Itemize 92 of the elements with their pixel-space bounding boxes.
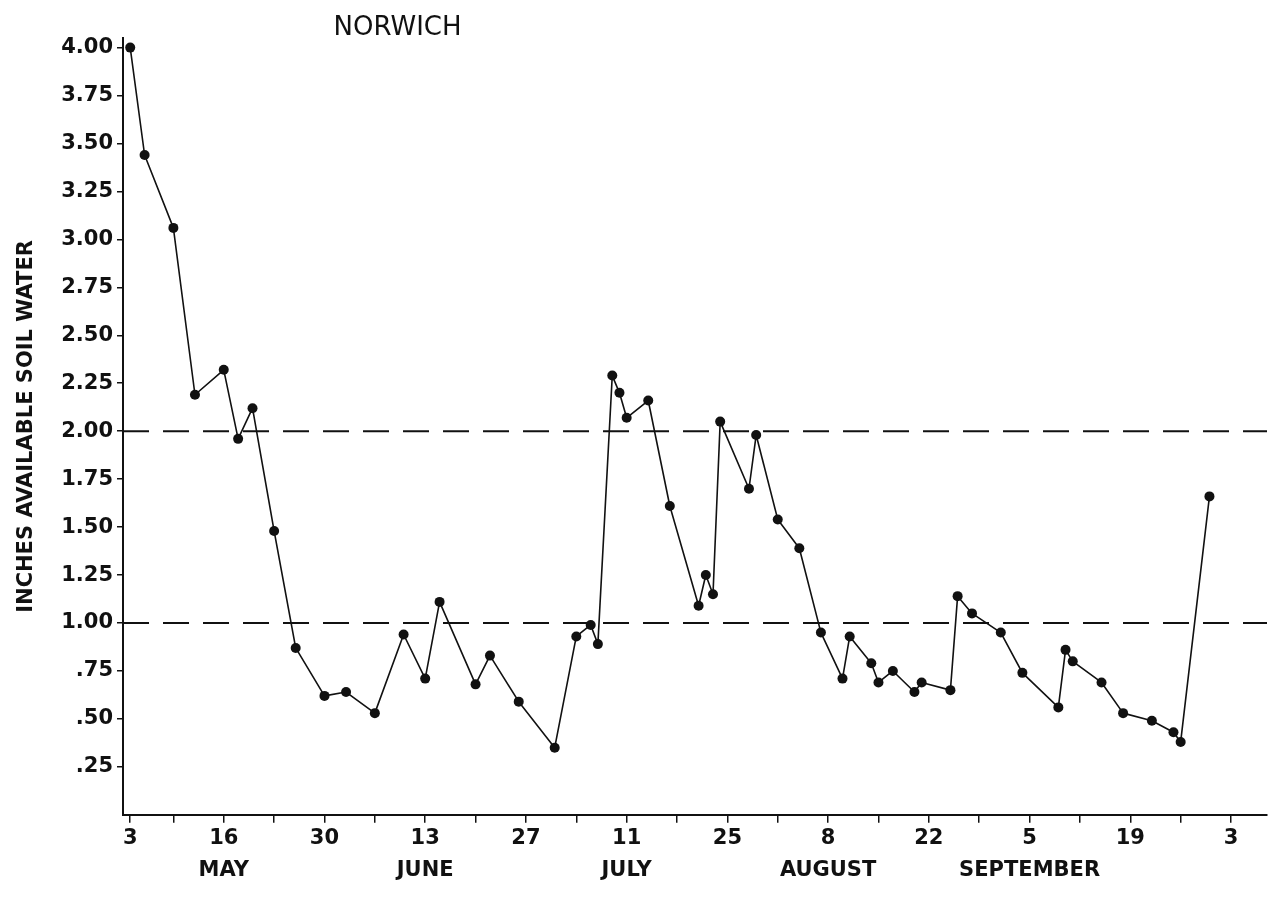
y-tick-label: 1.75 [61, 465, 114, 490]
point [700, 570, 711, 581]
point [189, 389, 200, 400]
point [592, 639, 603, 650]
y-tick-label: 1.50 [61, 513, 114, 538]
point [585, 619, 596, 630]
point [139, 150, 150, 160]
point [484, 650, 495, 661]
y-tick-label: 1.00 [61, 609, 114, 634]
x-tick-label: 27 [511, 824, 541, 849]
point [837, 673, 848, 684]
y-axis-title: INCHES AVAILABLE SOIL WATER [13, 240, 38, 613]
point [1060, 644, 1071, 655]
x-tick-label: 16 [209, 824, 239, 849]
y-tick-label: 2.50 [61, 321, 114, 346]
point [945, 685, 956, 696]
point [434, 596, 445, 607]
y-tick-label: 3.25 [61, 177, 114, 202]
point [751, 430, 762, 441]
y-tick-label: 3.50 [61, 129, 114, 154]
text: JULY [599, 857, 653, 882]
x-tick-label: 5 [1022, 824, 1037, 849]
point [815, 627, 826, 638]
point [607, 370, 618, 381]
y-tick-label: 2.75 [61, 273, 114, 298]
point [1146, 715, 1157, 726]
point [233, 433, 244, 444]
y-tick-label: 4.00 [61, 34, 114, 59]
text: MAY [198, 857, 250, 882]
point [844, 631, 855, 642]
x-tick-label: 3 [1223, 824, 1239, 849]
point [247, 403, 258, 414]
point [168, 222, 179, 233]
point [873, 677, 884, 688]
x-tick-label: 30 [309, 824, 340, 849]
y-tick-label: .50 [75, 705, 114, 730]
x-tick-label: 19 [1115, 824, 1145, 849]
chart-title: NORWICH [333, 10, 462, 41]
point [549, 742, 560, 753]
point [319, 690, 330, 701]
point [1017, 667, 1028, 678]
point [743, 483, 754, 494]
point [621, 412, 632, 423]
y-tick-label: 3.00 [61, 225, 114, 250]
x-tick-label: 8 [820, 824, 836, 849]
point [643, 395, 654, 406]
x-tick-label: 13 [410, 824, 440, 849]
point [887, 665, 898, 676]
y-tick-label: 2.25 [61, 369, 114, 394]
point [693, 600, 704, 611]
point [269, 525, 280, 536]
point [664, 501, 675, 511]
point [1067, 656, 1078, 667]
y-tick-label: 1.25 [61, 561, 114, 586]
point [341, 687, 352, 698]
point [1118, 708, 1129, 719]
text: SEPTEMBER [959, 857, 1101, 882]
point [866, 658, 877, 669]
point [290, 642, 301, 653]
point [571, 631, 582, 642]
text: JUNE [394, 857, 454, 882]
point [513, 696, 524, 707]
text: AUGUST [779, 857, 877, 882]
x-tick-label: 11 [612, 824, 642, 849]
point [218, 364, 229, 375]
point [909, 687, 920, 698]
point [1168, 727, 1179, 738]
point [470, 679, 481, 690]
point [125, 42, 136, 53]
x-tick-label: 3 [122, 824, 138, 849]
y-tick-label: .75 [75, 657, 114, 682]
point [1175, 736, 1186, 747]
point [614, 387, 625, 398]
point [715, 416, 726, 427]
point [369, 708, 380, 719]
point [1204, 491, 1215, 502]
point [794, 543, 805, 554]
point [952, 591, 963, 602]
point [967, 608, 978, 619]
x-tick-label: 22 [914, 824, 944, 849]
point [772, 514, 783, 525]
y-tick-label: 2.00 [61, 417, 114, 442]
point [707, 589, 718, 600]
point [1096, 677, 1107, 688]
point [420, 673, 431, 684]
point [916, 677, 927, 688]
x-tick-label: 25 [712, 824, 742, 849]
point [995, 627, 1006, 638]
y-tick-label: 3.75 [61, 81, 114, 106]
point [1053, 702, 1064, 713]
point [398, 629, 409, 640]
y-tick-label: .25 [75, 753, 114, 778]
